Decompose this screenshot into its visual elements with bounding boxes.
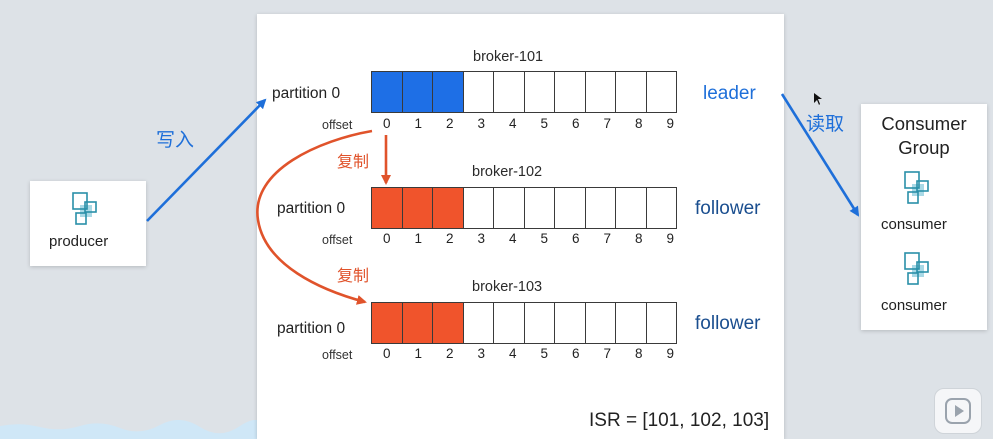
offset-number: 2	[445, 116, 454, 131]
node-icon	[904, 252, 929, 285]
offset-row-102: 0 1 2 3 4 5 6 7 8 9	[371, 231, 686, 246]
offset-number: 6	[571, 231, 580, 246]
log-cell	[554, 302, 586, 344]
log-cell	[645, 71, 677, 113]
partition-log-102	[371, 187, 677, 229]
offset-number: 4	[508, 116, 517, 131]
log-cell	[432, 71, 464, 113]
node-icon	[904, 171, 929, 204]
log-cell	[523, 302, 555, 344]
write-arrow	[146, 98, 267, 222]
log-cell	[462, 71, 494, 113]
log-cell	[523, 187, 555, 229]
offset-label-103: offset	[322, 348, 353, 362]
offset-number: 1	[414, 231, 422, 246]
partition-log-101	[371, 71, 677, 113]
offset-number: 6	[571, 346, 580, 361]
offset-number: 0	[382, 346, 391, 361]
offset-number: 0	[382, 231, 391, 246]
offset-number: 0	[382, 116, 391, 131]
log-cell	[493, 187, 525, 229]
consumer-label-2: consumer	[881, 297, 947, 314]
offset-number: 6	[571, 116, 580, 131]
log-cell	[584, 71, 616, 113]
offset-number: 9	[666, 231, 674, 246]
log-cell	[523, 71, 555, 113]
log-cell	[615, 187, 647, 229]
write-label: 写入	[156, 129, 195, 151]
offset-number: 3	[477, 346, 485, 361]
role-follower-103: follower	[695, 313, 761, 334]
partition-label-101: partition 0	[272, 85, 341, 102]
offset-number: 9	[666, 116, 674, 131]
partition-label-102: partition 0	[277, 200, 346, 217]
offset-number: 7	[603, 346, 611, 361]
log-cell	[584, 187, 616, 229]
role-leader: leader	[703, 83, 756, 104]
offset-number: 5	[540, 116, 548, 131]
offset-number: 7	[603, 231, 611, 246]
log-cell	[432, 302, 464, 344]
log-cell	[462, 187, 494, 229]
broker-title-101: broker-101	[473, 49, 544, 65]
offset-number: 3	[477, 116, 485, 131]
producer-label: producer	[49, 233, 109, 250]
offset-number: 1	[414, 116, 422, 131]
offset-row-101: 0 1 2 3 4 5 6 7 8 9	[371, 116, 686, 131]
log-cell	[554, 187, 586, 229]
log-cell	[615, 302, 647, 344]
read-label: 读取	[806, 113, 845, 135]
copy-label-2: 复制	[337, 266, 370, 285]
log-cell	[584, 302, 616, 344]
log-cell	[615, 71, 647, 113]
node-icon	[72, 192, 97, 225]
broker-title-103: broker-103	[472, 279, 543, 295]
cursor-icon	[814, 93, 822, 105]
partition-label-103: partition 0	[277, 320, 346, 337]
log-cell	[371, 302, 403, 344]
offset-label-101: offset	[322, 118, 353, 132]
offset-number: 8	[634, 346, 643, 361]
producer-card: producer	[30, 181, 146, 266]
log-cell	[493, 71, 525, 113]
log-cell	[401, 187, 433, 229]
log-cell	[432, 187, 464, 229]
offset-number: 8	[634, 116, 643, 131]
role-follower-102: follower	[695, 198, 761, 219]
offset-number: 5	[540, 231, 548, 246]
offset-label-102: offset	[322, 233, 353, 247]
log-cell	[401, 302, 433, 344]
offset-row-103: 0 1 2 3 4 5 6 7 8 9	[371, 346, 686, 361]
consumer-group-title-line2: Group	[898, 137, 950, 158]
play-button[interactable]	[934, 388, 982, 434]
isr-label: ISR = [101, 102, 103]	[589, 410, 770, 431]
broker-title-102: broker-102	[472, 164, 543, 180]
offset-number: 3	[477, 231, 485, 246]
offset-number: 5	[540, 346, 548, 361]
offset-number: 2	[445, 346, 454, 361]
consumer-group-card: Consumer Group consumer consumer	[861, 104, 987, 330]
partition-log-103	[371, 302, 677, 344]
log-cell	[371, 187, 403, 229]
offset-number: 8	[634, 231, 643, 246]
log-cell	[401, 71, 433, 113]
play-icon	[945, 398, 971, 424]
log-cell	[645, 302, 677, 344]
offset-number: 1	[414, 346, 422, 361]
offset-number: 4	[508, 231, 517, 246]
offset-number: 4	[508, 346, 517, 361]
log-cell	[462, 302, 494, 344]
log-cell	[554, 71, 586, 113]
consumer-group-title-line1: Consumer	[881, 113, 967, 134]
consumer-label-1: consumer	[881, 216, 947, 233]
offset-number: 7	[603, 116, 611, 131]
log-cell	[371, 71, 403, 113]
log-cell	[493, 302, 525, 344]
copy-label-1: 复制	[337, 152, 370, 171]
offset-number: 9	[666, 346, 674, 361]
consumer-group-title: Consumer Group	[861, 112, 987, 160]
log-cell	[645, 187, 677, 229]
offset-number: 2	[445, 231, 454, 246]
